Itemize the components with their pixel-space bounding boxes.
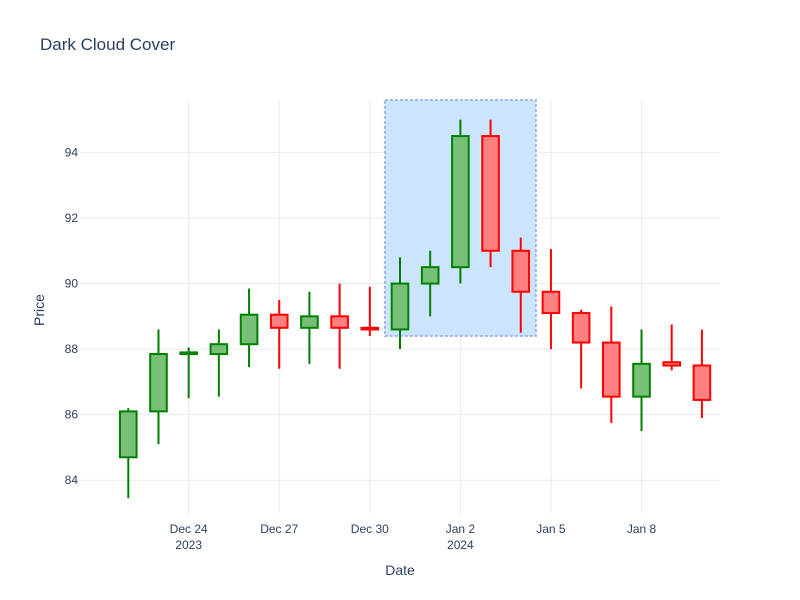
y-tick-label: 86 <box>65 408 79 422</box>
candles-layer <box>119 119 712 499</box>
candle-2023-12-27 <box>269 299 289 369</box>
candle-2024-01-01 <box>420 250 440 317</box>
y-tick-label: 88 <box>65 342 79 356</box>
candle-2024-01-10 <box>692 329 712 418</box>
candle-body <box>541 290 561 315</box>
candle-body <box>360 326 380 331</box>
x-axis-title: Date <box>385 562 415 578</box>
candle-body <box>179 351 198 356</box>
x-tick-year-label: 2023 <box>175 538 202 552</box>
candle-2024-01-07 <box>602 306 621 423</box>
candle-2023-12-22 <box>119 408 138 499</box>
candle-2023-12-24 <box>179 347 198 399</box>
candle-body <box>390 282 410 331</box>
y-axis-ticks: 84 86 88 90 92 94 <box>65 145 79 487</box>
candle-2024-01-09 <box>662 324 682 371</box>
candle-2023-12-30 <box>360 286 380 336</box>
y-tick-label: 84 <box>65 473 79 487</box>
x-tick-label: Jan 2 <box>446 522 476 536</box>
candle-body <box>119 410 138 459</box>
candle-body <box>511 249 531 293</box>
candle-body <box>239 313 259 346</box>
candle-2024-01-05 <box>541 249 561 350</box>
candle-2023-12-25 <box>209 329 229 397</box>
candle-2024-01-03 <box>481 119 500 268</box>
candle-body <box>662 361 682 367</box>
x-tick-label: Dec 30 <box>351 522 389 536</box>
candle-2023-12-28 <box>300 291 319 364</box>
y-tick-label: 94 <box>65 145 79 159</box>
y-axis-title: Price <box>31 294 47 326</box>
candle-body <box>209 343 229 356</box>
candle-2023-12-29 <box>330 283 349 369</box>
candle-2024-01-08 <box>632 329 651 432</box>
candle-2024-01-06 <box>571 309 591 389</box>
candle-body <box>300 315 319 329</box>
candle-body <box>632 362 651 398</box>
candle-2024-01-04 <box>511 237 531 333</box>
candle-body <box>692 364 712 401</box>
candle-body <box>571 312 591 344</box>
candle-body <box>451 135 470 269</box>
candle-2023-12-23 <box>149 329 168 445</box>
candle-body <box>420 266 440 285</box>
candle-body <box>481 135 500 252</box>
candle-body <box>330 315 349 329</box>
x-tick-label: Dec 27 <box>260 522 298 536</box>
x-tick-year-label: 2024 <box>447 538 474 552</box>
candle-body <box>602 341 621 398</box>
candle-body <box>149 353 168 413</box>
y-tick-label: 92 <box>65 211 79 225</box>
candle-2024-01-02 <box>451 119 470 284</box>
candle-body <box>269 313 289 329</box>
x-tick-label: Jan 8 <box>627 522 657 536</box>
y-tick-label: 90 <box>65 277 79 291</box>
x-tick-label: Dec 24 <box>170 522 208 536</box>
x-tick-label: Jan 5 <box>536 522 566 536</box>
chart-title: Dark Cloud Cover <box>40 35 175 54</box>
candle-2023-12-26 <box>239 288 259 368</box>
candle-2023-12-31 <box>390 257 410 350</box>
x-axis-ticks: Dec 24 2023 Dec 27 Dec 30 Jan 2 2024 Jan 5 Jan … <box>170 522 657 552</box>
